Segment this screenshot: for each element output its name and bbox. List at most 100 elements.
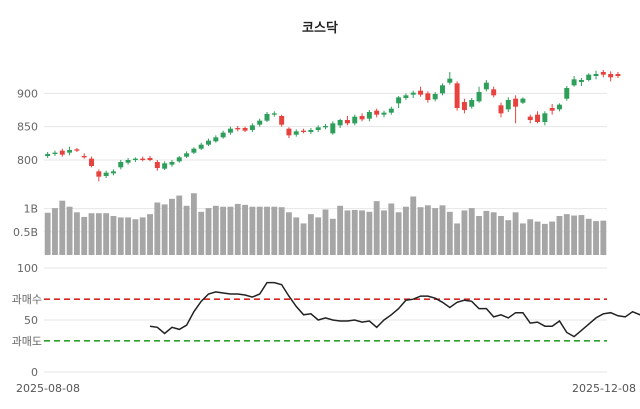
candle [447,72,453,85]
candle-body [483,82,489,90]
volume-bar [169,198,175,255]
volume-bar [183,205,190,255]
volume-bar [125,217,132,255]
candle-body [520,98,526,103]
volume-bar [161,204,168,255]
candle [564,86,570,101]
candle [293,129,299,137]
candle [271,111,277,117]
candle-body [461,102,467,110]
candle [96,169,102,182]
candle [330,121,336,135]
candle [264,112,270,122]
candle-body [578,80,584,82]
volume-bar [315,217,322,255]
candle [556,103,562,112]
volume-bar [249,206,256,255]
volume-bar [234,203,241,255]
candle-body [81,156,87,158]
candle [344,116,350,126]
volume-bar [519,223,526,255]
candle-body [323,126,328,128]
rsi-line [149,281,640,338]
volume-bar [541,223,548,255]
volume-bar [66,206,73,255]
volume-bar [227,206,234,255]
candle [323,124,328,130]
candle-body [286,128,292,136]
candle [59,148,65,157]
volume-bar [147,214,153,255]
candle [571,76,577,87]
candle [366,110,372,122]
candle-body [264,114,270,121]
candle [147,156,153,162]
candle-body [615,74,621,76]
volume-bar [505,220,512,255]
candle-body [608,74,614,78]
volume-bar [468,208,475,255]
volume-bar [454,223,461,255]
candle [308,128,314,134]
candle [89,156,95,168]
price-tick-label: 850 [17,121,38,134]
candle [103,170,109,178]
volume-bar [278,207,285,255]
candle [440,83,445,96]
price-tick-label: 900 [17,87,38,100]
volume-bar [366,211,373,255]
volume-bar [424,205,431,255]
candle-body [549,108,555,111]
candle-body [381,112,387,115]
volume-bar [52,208,58,255]
candle-body [59,150,65,155]
candle [535,111,541,124]
volume-bar [176,195,183,255]
candle [74,148,80,152]
candle [608,71,614,82]
candle-body [600,72,606,75]
volume-bar [154,202,161,255]
candle [403,93,409,100]
candle [476,86,482,103]
volume-bar [571,215,578,255]
candle [498,102,504,118]
candle [483,80,489,92]
rsi-tick-label: 100 [17,262,38,275]
candle [396,96,402,108]
candle-body [403,95,409,98]
volume-bar [446,211,453,255]
candle [527,114,533,124]
candle-body [432,94,438,100]
candle-body [220,132,226,138]
candle [52,150,58,156]
candle-body [491,89,497,96]
rsi-tick-label: 50 [24,314,38,327]
candle-body [330,123,336,134]
volume-bar [44,212,51,255]
candle [213,135,219,143]
volume-bar [271,206,278,255]
volume-bar [322,209,329,255]
candle [520,97,526,104]
volume-bar [578,215,585,255]
candle-body [169,162,175,165]
candle [286,127,292,138]
volume-bar [117,217,124,255]
volume-bar [293,217,300,255]
candle-body [184,153,190,157]
candle [586,73,592,82]
candle-body [103,172,109,176]
candle-body [74,149,80,151]
candle [469,98,475,109]
candle [505,97,511,112]
volume-bar [264,206,270,255]
candle-body [337,120,343,126]
volume-bar [103,213,110,255]
candle [81,153,87,159]
candle-body [410,92,416,95]
candle-body [67,150,73,153]
candle-body [513,98,519,107]
volume-bar [388,203,395,255]
volume-bar [351,209,358,255]
